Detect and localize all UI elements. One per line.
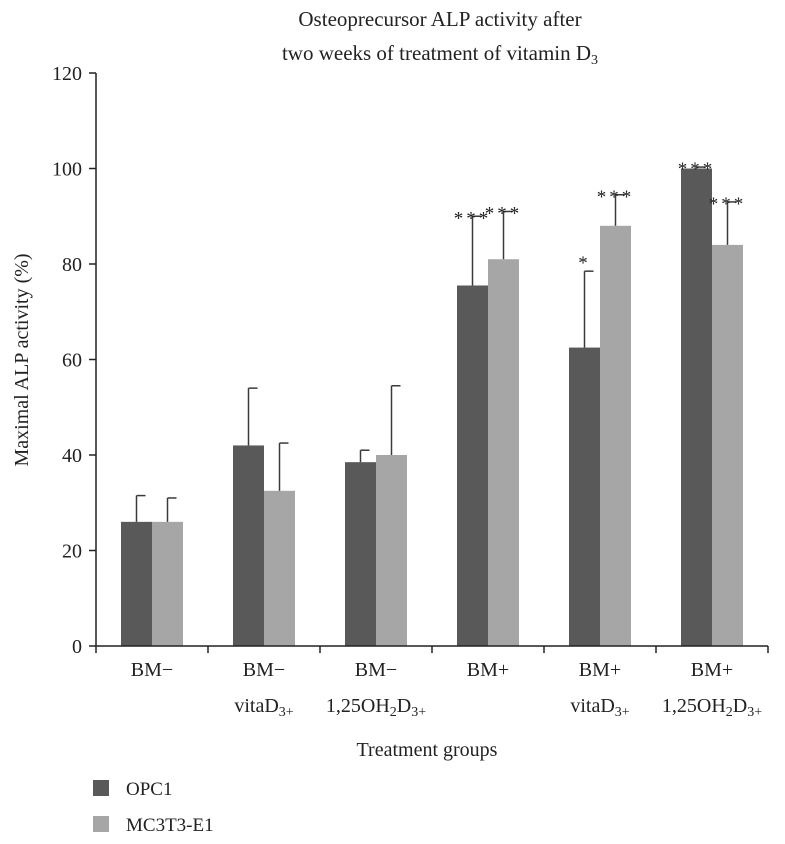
y-tick-label: 20: [62, 541, 82, 563]
x-tick-label-part: 2: [726, 705, 733, 720]
x-tick-label-line1: BM−: [243, 659, 285, 681]
significance-MC3T3-E1-5: ***: [709, 194, 747, 215]
bar-MC3T3-E1-0: [152, 521, 183, 646]
bar-OPC1-2: [345, 462, 376, 646]
chart-title-line2-main: two weeks of treatment of vitamin D: [282, 41, 591, 65]
x-tick-label-line1: BM−: [355, 659, 397, 681]
y-tick-label: 60: [62, 350, 82, 372]
legend-swatch-MC3T3-E1: [93, 816, 109, 832]
x-tick-label-line2: vitaD3+: [234, 695, 293, 720]
legend: OPC1 MC3T3-E1: [93, 779, 214, 836]
y-tick-label: 100: [52, 159, 82, 181]
x-tick-label-part: 3+: [747, 705, 762, 720]
bar-MC3T3-E1-1: [264, 490, 295, 646]
x-tick-label-line1: BM−: [131, 659, 173, 681]
chart-title-line2-sub: 3: [591, 53, 598, 68]
x-tick-label-part: 1,25OH: [662, 695, 726, 717]
bar-MC3T3-E1-3: [488, 259, 519, 646]
y-axis: 0 20 40 60 80 100 120: [52, 63, 96, 658]
chart-title-line1: Osteoprecursor ALP activity after: [298, 7, 581, 31]
x-tick-label-part: D: [733, 695, 747, 717]
legend-label-OPC1: OPC1: [126, 779, 172, 800]
x-tick-label-part: 3+: [411, 705, 426, 720]
significance-MC3T3-E1-3: ***: [485, 203, 523, 224]
bar-OPC1-0: [121, 521, 152, 646]
y-tick-label: 80: [62, 254, 82, 276]
bar-MC3T3-E1-4: [600, 225, 631, 647]
x-tick-label-line1: BM+: [467, 659, 509, 681]
legend-swatch-OPC1: [93, 780, 109, 796]
chart-title-line2: two weeks of treatment of vitamin D3: [282, 41, 598, 68]
x-tick-label-line2: vitaD3+: [570, 695, 629, 720]
x-tick-label-part: D: [397, 695, 411, 717]
bars-layer: [121, 168, 743, 647]
bar-OPC1-5: [681, 168, 712, 646]
significance-OPC1-5: ***: [678, 159, 716, 180]
significance-MC3T3-E1-4: ***: [597, 187, 635, 208]
legend-label-MC3T3-E1: MC3T3-E1: [126, 815, 214, 836]
x-tick-label-part: 2: [390, 705, 397, 720]
x-tick-label-line1: BM+: [579, 659, 621, 681]
bar-OPC1-1: [233, 445, 264, 646]
x-tick-label-part: 3+: [279, 705, 294, 720]
x-axis-labels: BM− BM−vitaD3+BM−1,25OH2D3+BM+ BM+vitaD3+B…: [131, 659, 762, 720]
bar-MC3T3-E1-2: [376, 455, 407, 646]
x-tick-label-part: vitaD: [234, 695, 278, 717]
x-axis-label: Treatment groups: [357, 739, 498, 761]
error-bars-layer: [135, 166, 737, 522]
x-axis-ticks: [95, 646, 769, 653]
y-axis-label: Maximal ALP activity (%): [11, 253, 33, 466]
significance-OPC1-4: *: [578, 253, 591, 274]
x-tick-label-part: vitaD: [570, 695, 614, 717]
y-tick-label: 40: [62, 445, 82, 467]
bar-MC3T3-E1-5: [712, 244, 743, 646]
x-tick-label-line1: BM+: [691, 659, 733, 681]
x-tick-label-line2: 1,25OH2D3+: [662, 695, 762, 720]
significance-layer: ************* ***: [454, 159, 747, 274]
x-tick-label-part: 3+: [615, 705, 630, 720]
bar-OPC1-3: [457, 285, 488, 646]
x-tick-label-line2: 1,25OH2D3+: [326, 695, 426, 720]
y-tick-label: 120: [52, 63, 82, 85]
x-tick-label-part: 1,25OH: [326, 695, 390, 717]
significance-OPC1-3: ***: [454, 208, 492, 229]
bar-OPC1-4: [569, 347, 600, 646]
y-tick-label: 0: [72, 636, 82, 658]
